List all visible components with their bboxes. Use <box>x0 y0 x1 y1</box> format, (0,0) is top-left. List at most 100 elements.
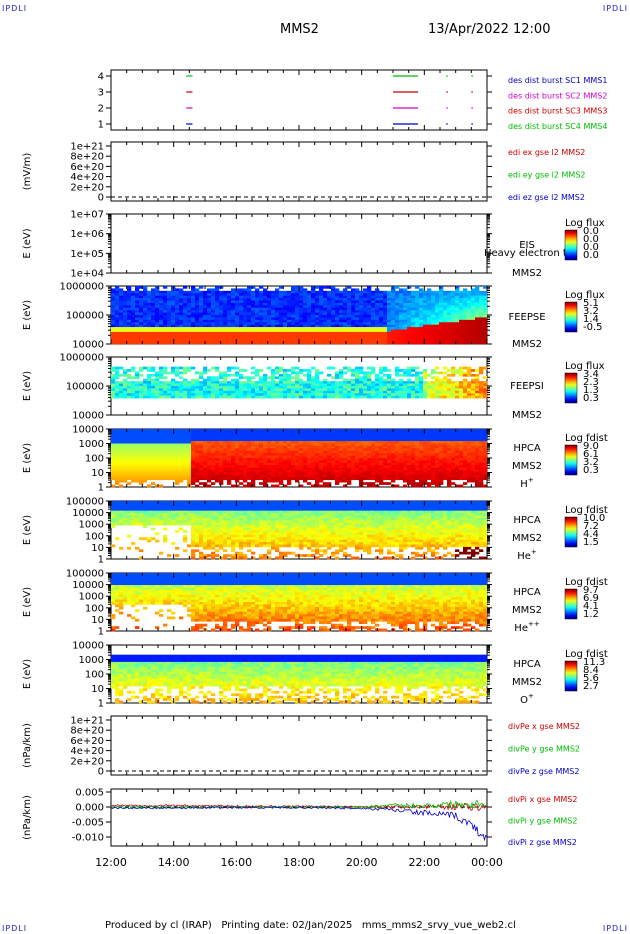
spectrogram-cell <box>423 331 428 335</box>
spectrogram-cell <box>135 465 140 468</box>
spectrogram-cell <box>243 445 248 449</box>
spectrogram-cell <box>207 474 212 478</box>
spectrogram-cell <box>271 331 276 335</box>
spectrogram-cell <box>263 470 268 473</box>
spectrogram-cell <box>163 448 168 452</box>
spectrogram-cell <box>203 393 208 396</box>
spectrogram-cell <box>215 376 220 380</box>
spectrogram-cell <box>243 312 248 316</box>
spectrogram-cell <box>295 331 300 335</box>
spectrogram-cell <box>211 383 216 387</box>
spectrogram-cell <box>195 322 200 325</box>
spectrogram-cell <box>143 324 148 328</box>
spectrogram-cell <box>199 315 204 318</box>
spectrogram-cell <box>143 322 148 325</box>
spectrogram-cell <box>279 319 284 323</box>
spectrogram-cell <box>323 433 328 437</box>
spectrogram-cell <box>459 393 464 396</box>
spectrogram-cell <box>155 305 160 309</box>
spectrogram-cell <box>223 376 228 380</box>
spectrogram-cell <box>171 329 176 333</box>
spectrogram-cell <box>235 470 240 473</box>
spectrogram-cell <box>327 319 332 323</box>
spectrogram-cell <box>239 388 244 392</box>
spectrogram-cell <box>187 477 192 481</box>
spectrogram-cell <box>459 388 464 392</box>
spectrogram-cell <box>183 295 188 299</box>
spectrogram-cell <box>159 429 164 432</box>
spectrogram-cell <box>123 462 128 466</box>
spectrogram-cell <box>123 383 128 387</box>
spectrogram-cell <box>479 290 484 294</box>
spectrogram-cell <box>139 305 144 309</box>
spectrogram-cell <box>431 371 436 375</box>
spectrogram-cell <box>455 341 460 345</box>
spectrogram-cell <box>219 336 224 340</box>
spectrogram-cell <box>479 336 484 340</box>
spectrogram-cell <box>467 302 472 306</box>
spectrogram-cell <box>235 467 240 471</box>
spectrogram-cell <box>219 383 224 387</box>
spectrogram-cell <box>163 470 168 473</box>
spectrogram-cell <box>263 472 268 476</box>
spectrogram-cell <box>243 458 248 461</box>
spectrogram-cell <box>323 429 328 432</box>
spectrogram-cell <box>423 322 428 325</box>
spectrogram-cell <box>291 327 296 330</box>
spectrogram-cell <box>243 484 248 488</box>
spectrogram-cell <box>203 334 208 338</box>
spectrogram-cell <box>315 474 320 478</box>
spectrogram-cell <box>251 305 256 309</box>
spectrogram-cell <box>343 336 348 340</box>
spectrogram-cell <box>155 450 160 454</box>
spectrogram-cell <box>295 298 300 301</box>
spectrogram-cell <box>135 390 140 394</box>
spectrogram-cell <box>415 336 420 340</box>
spectrogram-cell <box>123 334 128 338</box>
spectrogram-cell <box>215 455 220 459</box>
spectrogram-cell <box>259 295 264 299</box>
spectrogram-cell <box>299 393 304 396</box>
spectrogram-cell <box>451 339 456 342</box>
spectrogram-cell <box>315 395 320 399</box>
spectrogram-cell <box>283 329 288 333</box>
spectrogram-cell <box>231 381 236 384</box>
spectrogram-cell <box>319 302 324 306</box>
spectrogram-cell <box>431 290 436 294</box>
spectrogram-cell <box>115 441 120 444</box>
spectrogram-cell <box>323 443 328 447</box>
spectrogram-cell <box>303 429 308 432</box>
spectrogram-cell <box>115 288 120 292</box>
spectrogram-cell <box>111 467 116 471</box>
spectrogram-cell <box>347 327 352 330</box>
spectrogram-cell <box>151 458 156 461</box>
spectrogram-cell <box>243 465 248 468</box>
spectrogram-cell <box>419 393 424 396</box>
spectrogram-cell <box>131 455 136 459</box>
spectrogram-cell <box>175 339 180 342</box>
spectrogram-cell <box>251 366 256 370</box>
spectrogram-cell <box>399 305 404 309</box>
colorbar-tick-label: -0.5 <box>583 322 603 333</box>
spectrogram-cell <box>483 286 488 289</box>
spectrogram-cell <box>419 298 424 301</box>
spectrogram-cell <box>407 388 412 392</box>
spectrogram-cell <box>123 295 128 299</box>
spectrogram-cell <box>195 295 200 299</box>
spectrogram-cell <box>219 388 224 392</box>
spectrogram-cell <box>291 319 296 323</box>
spectrogram-cell <box>115 383 120 387</box>
spectrogram-cell <box>275 462 280 466</box>
spectrogram-cell <box>171 455 176 459</box>
spectrogram-cell <box>323 307 328 311</box>
spectrogram-cell <box>171 300 176 304</box>
spectrogram-cell <box>135 324 140 328</box>
spectrogram-cell <box>295 462 300 466</box>
spectrogram-cell <box>139 295 144 299</box>
spectrogram-cell <box>287 386 292 389</box>
spectrogram-cell <box>127 381 132 384</box>
spectrogram-cell <box>327 315 332 318</box>
spectrogram-cell <box>151 305 156 309</box>
spectrogram-cell <box>283 386 288 389</box>
spectrogram-cell <box>339 324 344 328</box>
